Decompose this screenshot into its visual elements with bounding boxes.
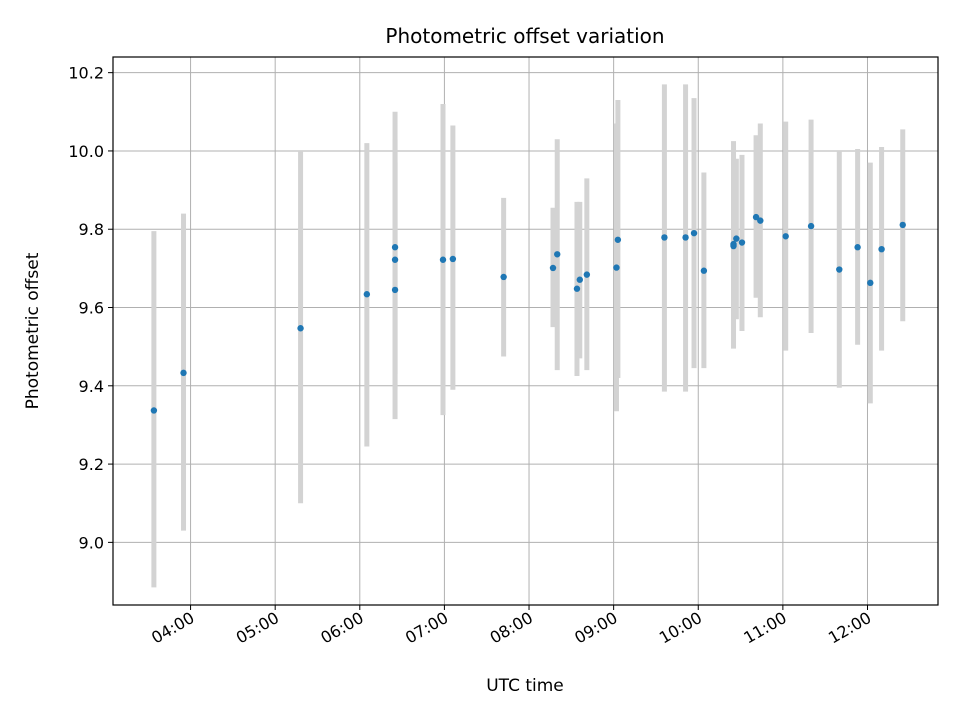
data-point — [807, 222, 815, 230]
y-axis-label: Photometric offset — [23, 252, 43, 409]
data-point — [500, 273, 507, 281]
data-point — [738, 239, 746, 246]
data-point — [613, 264, 620, 271]
data-point — [730, 242, 737, 250]
data-point — [682, 234, 689, 241]
data-point — [690, 229, 698, 237]
data-point — [700, 267, 708, 274]
data-point — [836, 266, 843, 273]
y-tick-label: 9.8 — [79, 220, 104, 239]
y-tick-label: 10.0 — [68, 142, 104, 161]
data-point — [573, 285, 581, 292]
y-tick-label: 9.4 — [79, 377, 104, 396]
chart-title: Photometric offset variation — [385, 24, 664, 48]
data-point — [391, 256, 399, 263]
data-point — [180, 369, 187, 377]
data-point — [752, 213, 760, 221]
data-point — [614, 236, 622, 243]
data-point — [363, 291, 371, 298]
data-point — [391, 244, 399, 251]
data-point — [150, 407, 158, 414]
data-point — [867, 279, 874, 287]
data-point — [854, 244, 861, 251]
data-point — [391, 286, 399, 294]
data-point — [576, 276, 583, 283]
data-point — [757, 217, 764, 224]
data-point — [439, 256, 447, 263]
data-point — [583, 271, 591, 278]
data-point — [782, 233, 789, 240]
data-point — [554, 251, 561, 258]
data-point — [878, 245, 885, 253]
data-point — [733, 235, 740, 242]
data-point — [449, 255, 457, 263]
data-point — [661, 234, 668, 241]
y-tick-label: 9.2 — [79, 455, 104, 474]
grid — [113, 57, 938, 605]
data-point — [297, 325, 304, 332]
y-tick-label: 9.0 — [79, 533, 104, 552]
data-point — [899, 221, 906, 229]
y-axis-ticks: 9.0 9.2 9.4 9.6 9.8 10.0 10.2 — [68, 64, 113, 552]
plot-frame — [112, 56, 939, 606]
data-points — [150, 213, 906, 414]
y-tick-label: 10.2 — [68, 64, 104, 83]
x-axis-label: UTC time — [486, 676, 564, 696]
y-tick-label: 9.6 — [79, 299, 104, 318]
data-point — [549, 264, 557, 272]
